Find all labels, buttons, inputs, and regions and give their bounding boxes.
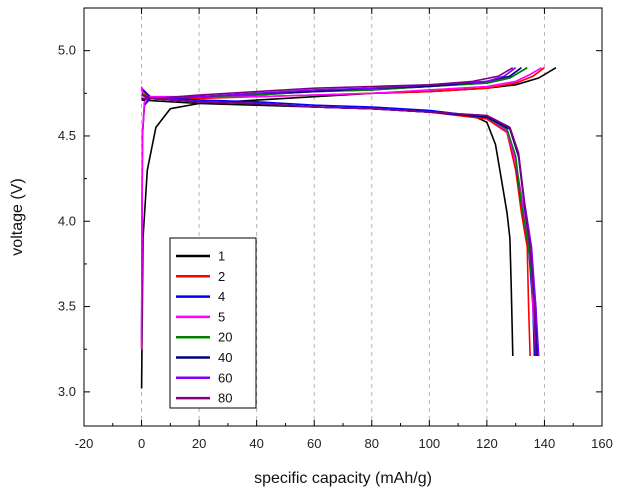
legend-label-2: 2 — [218, 269, 225, 284]
legend-label-4: 4 — [218, 289, 225, 304]
x-axis-ticks: -20 0 20 40 60 80 100 120 140 160 — [75, 8, 613, 451]
series-lines — [140, 67, 557, 389]
legend-box — [169, 237, 257, 409]
legend-label-60: 60 — [218, 370, 232, 385]
x-axis-title: specific capacity (mAh/g) — [254, 470, 432, 487]
y-axis-ticks: 3.0 3.5 4.0 4.5 5.0 — [58, 43, 602, 399]
y-tick-label: 5.0 — [58, 43, 76, 58]
x-tick-label: 80 — [365, 436, 379, 451]
series-60-charge-line — [141, 67, 517, 100]
x-tick-label: 160 — [591, 436, 613, 451]
x-tick-label: 20 — [192, 436, 206, 451]
x-tick-label: 60 — [307, 436, 321, 451]
x-tick-label: -20 — [75, 436, 94, 451]
series-5-charge-line — [140, 67, 543, 350]
x-tick-label: 140 — [534, 436, 556, 451]
x-tick-label: 40 — [249, 436, 263, 451]
y-tick-label: 3.5 — [58, 299, 76, 314]
legend-label-5: 5 — [218, 309, 225, 324]
y-tick-label: 4.0 — [58, 213, 76, 228]
y-axis-title: voltage (V) — [9, 178, 26, 255]
y-tick-label: 4.5 — [58, 128, 76, 143]
series-80-discharge-line — [141, 94, 537, 357]
series-80-charge-line — [141, 67, 514, 100]
series-1-charge-line — [140, 67, 557, 389]
x-tick-label: 0 — [138, 436, 145, 451]
series-1-discharge-line — [141, 99, 514, 357]
legend-label-1: 1 — [218, 249, 225, 264]
legend-label-20: 20 — [218, 330, 232, 345]
legend: 1 2 4 5 20 40 60 80 — [169, 237, 257, 409]
x-tick-label: 100 — [418, 436, 440, 451]
x-tick-label: 120 — [476, 436, 498, 451]
y-tick-label: 3.0 — [58, 384, 76, 399]
legend-label-40: 40 — [218, 350, 232, 365]
legend-label-80: 80 — [218, 391, 232, 406]
